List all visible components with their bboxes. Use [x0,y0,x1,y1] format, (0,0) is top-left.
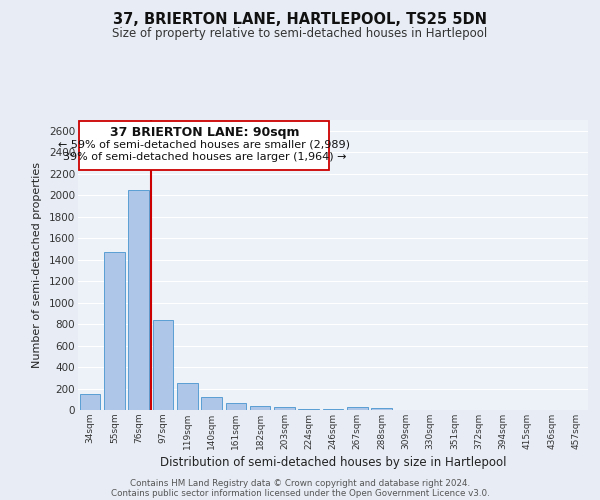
Text: Contains public sector information licensed under the Open Government Licence v3: Contains public sector information licen… [110,488,490,498]
Bar [104,252,125,410]
Bar [347,407,368,410]
Text: Size of property relative to semi-detached houses in Hartlepool: Size of property relative to semi-detach… [112,28,488,40]
Text: 39% of semi-detached houses are larger (1,964) →: 39% of semi-detached houses are larger (… [62,152,346,162]
X-axis label: Distribution of semi-detached houses by size in Hartlepool: Distribution of semi-detached houses by … [160,456,506,469]
Bar [250,406,271,410]
Bar [226,403,246,410]
Bar [79,121,329,170]
Bar [177,382,197,410]
Text: ← 59% of semi-detached houses are smaller (2,989): ← 59% of semi-detached houses are smalle… [58,140,350,149]
Bar [201,397,222,410]
Y-axis label: Number of semi-detached properties: Number of semi-detached properties [32,162,42,368]
Text: 37, BRIERTON LANE, HARTLEPOOL, TS25 5DN: 37, BRIERTON LANE, HARTLEPOOL, TS25 5DN [113,12,487,28]
Bar [371,408,392,410]
Text: Contains HM Land Registry data © Crown copyright and database right 2024.: Contains HM Land Registry data © Crown c… [130,478,470,488]
Bar [128,190,149,410]
Bar [80,394,100,410]
Text: 37 BRIERTON LANE: 90sqm: 37 BRIERTON LANE: 90sqm [110,126,299,140]
Bar [274,408,295,410]
Bar [152,320,173,410]
